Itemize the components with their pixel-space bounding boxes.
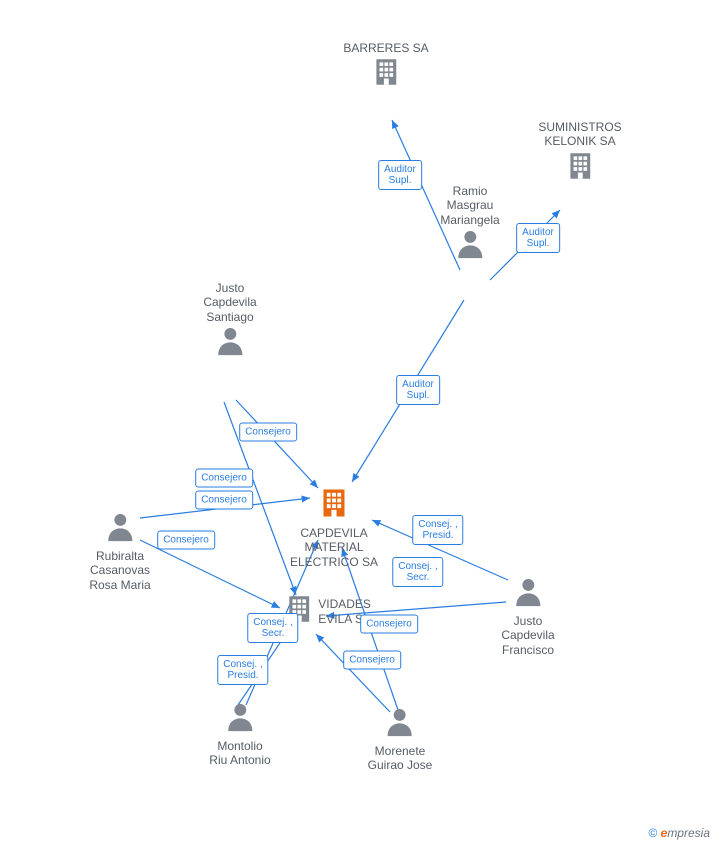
person-icon bbox=[223, 721, 257, 738]
person-icon bbox=[511, 596, 545, 613]
building-icon bbox=[563, 170, 597, 187]
edge-label: Consej. , Secr. bbox=[247, 613, 298, 643]
person-icon bbox=[383, 726, 417, 743]
building-icon bbox=[369, 76, 403, 93]
brand-rest: mpresia bbox=[667, 826, 710, 840]
node-kelonik[interactable]: SUMINISTROS KELONIK SA bbox=[538, 120, 621, 188]
node-barreres[interactable]: BARRERES SA bbox=[343, 41, 428, 94]
node-label: SUMINISTROS KELONIK SA bbox=[538, 120, 621, 149]
node-montolio[interactable]: Montolio Riu Antonio bbox=[209, 700, 270, 768]
edge-label: Consejero bbox=[195, 469, 253, 488]
edge-label: Consejero bbox=[239, 423, 297, 442]
node-morenete[interactable]: Morenete Guirao Jose bbox=[368, 705, 433, 773]
edge-label: Consej. , Presid. bbox=[412, 515, 463, 545]
node-label: Justo Capdevila Santiago bbox=[203, 281, 256, 324]
node-label: Rubiralta Casanovas Rosa Maria bbox=[89, 549, 150, 592]
person-icon bbox=[453, 248, 487, 265]
node-label: BARRERES SA bbox=[343, 41, 428, 55]
node-justo_s[interactable]: Justo Capdevila Santiago bbox=[203, 281, 256, 363]
diagram-canvas: BARRERES SA SUMINISTROS KELONIK SA Ramio… bbox=[0, 0, 728, 850]
node-label: Ramio Masgrau Mariangela bbox=[440, 184, 499, 227]
node-label: Justo Capdevila Francisco bbox=[501, 614, 554, 657]
node-rubiralta[interactable]: Rubiralta Casanovas Rosa Maria bbox=[89, 510, 150, 592]
node-label: CAPDEVILA MATERIAL ELECTRICO SA bbox=[290, 526, 378, 569]
edge-line bbox=[140, 540, 280, 608]
edge-label: Consejero bbox=[157, 531, 215, 550]
edge-label: Consej. , Presid. bbox=[217, 655, 268, 685]
edge-label: Consejero bbox=[195, 491, 253, 510]
building-icon bbox=[316, 508, 352, 525]
edge-label: Consej. , Secr. bbox=[392, 557, 443, 587]
edge-label: Consejero bbox=[360, 615, 418, 634]
edge-label: Auditor Supl. bbox=[378, 160, 422, 190]
node-label: Morenete Guirao Jose bbox=[368, 744, 433, 773]
edge-label: Consejero bbox=[343, 651, 401, 670]
person-icon bbox=[213, 345, 247, 362]
copyright-symbol: © bbox=[648, 826, 657, 840]
node-capdevila[interactable]: CAPDEVILA MATERIAL ELECTRICO SA bbox=[290, 485, 378, 569]
footer-copyright: © empresia bbox=[648, 826, 710, 840]
edge-label: Auditor Supl. bbox=[516, 223, 560, 253]
edge-label: Auditor Supl. bbox=[396, 375, 440, 405]
node-label: Montolio Riu Antonio bbox=[209, 739, 270, 768]
node-justo_f[interactable]: Justo Capdevila Francisco bbox=[501, 575, 554, 657]
edge-line bbox=[316, 634, 390, 712]
node-ramio[interactable]: Ramio Masgrau Mariangela bbox=[440, 184, 499, 266]
person-icon bbox=[103, 531, 137, 548]
